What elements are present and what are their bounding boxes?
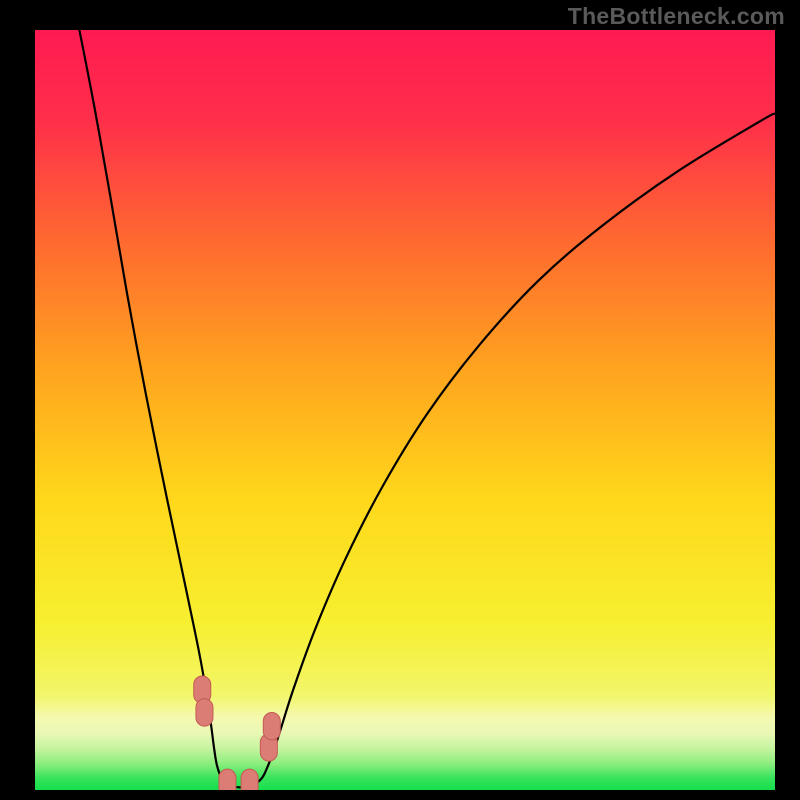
chart-svg <box>35 30 775 790</box>
data-marker <box>196 699 213 726</box>
data-marker <box>241 769 258 790</box>
data-marker <box>219 769 236 790</box>
gradient-background <box>35 30 775 790</box>
chart-frame: TheBottleneck.com <box>0 0 800 800</box>
data-marker <box>263 712 280 739</box>
plot-area <box>35 30 775 790</box>
watermark-text: TheBottleneck.com <box>568 3 785 30</box>
